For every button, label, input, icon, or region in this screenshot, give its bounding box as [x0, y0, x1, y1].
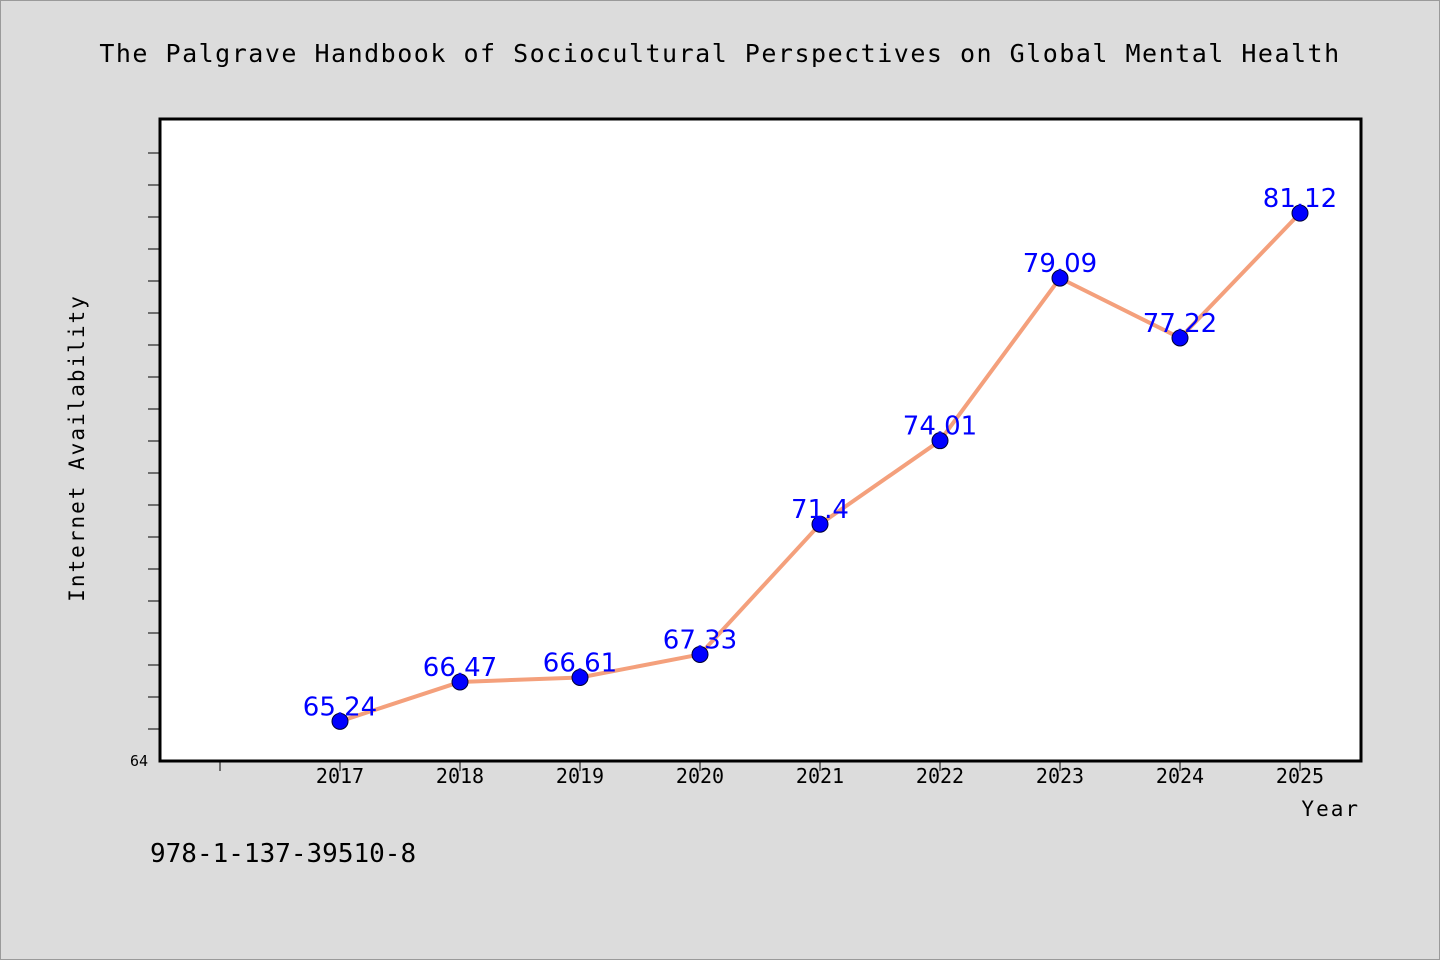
chart-title: The Palgrave Handbook of Sociocultural P…: [99, 39, 1340, 68]
plot-area: [158, 117, 1363, 763]
x-axis-ticks: [219, 761, 1301, 771]
data-label: 67.33: [663, 625, 737, 655]
x-tick-label: 2022: [916, 764, 964, 788]
x-tick-label: 2020: [676, 764, 724, 788]
x-axis-title: Year: [1301, 797, 1360, 821]
data-label: 81.12: [1263, 184, 1337, 214]
data-point: [451, 673, 469, 691]
x-tick-label: 2018: [436, 764, 484, 788]
data-point: [1051, 269, 1069, 287]
data-label: 77.22: [1143, 309, 1217, 339]
y-axis-ticks: [148, 152, 160, 730]
x-tick-label: 2024: [1156, 764, 1204, 788]
data-point: [1291, 204, 1309, 222]
data-point: [691, 645, 709, 663]
data-label: 65.24: [303, 692, 377, 722]
data-point: [811, 515, 829, 533]
x-tick-label: 2017: [316, 764, 364, 788]
data-label: 66.47: [423, 653, 497, 683]
y-axis-title: Internet Availability: [65, 294, 89, 602]
data-point: [331, 712, 349, 730]
x-tick-label: 2019: [556, 764, 604, 788]
data-label: 79.09: [1023, 249, 1097, 279]
data-labels: 65.24 66.47 66.61 67.33 71.4 74.01 79.09 77.22 8…: [303, 184, 1337, 722]
data-label: 71.4: [791, 495, 849, 525]
x-tick-label: 2021: [796, 764, 844, 788]
x-axis-tick-labels: 2017 2018 2019 2020 2021 2022 2023 2024 2025: [316, 764, 1324, 788]
data-point: [931, 432, 949, 450]
data-point: [1171, 329, 1189, 347]
data-point: [571, 668, 589, 686]
data-label: 74.01: [903, 412, 977, 442]
x-tick-label: 2023: [1036, 764, 1084, 788]
data-label: 66.61: [543, 648, 617, 678]
isbn-footer: 978-1-137-39510-8: [150, 839, 416, 869]
y-tick-label-64: 64: [130, 752, 148, 770]
x-tick-label: 2025: [1276, 764, 1324, 788]
series-markers: [331, 204, 1309, 730]
